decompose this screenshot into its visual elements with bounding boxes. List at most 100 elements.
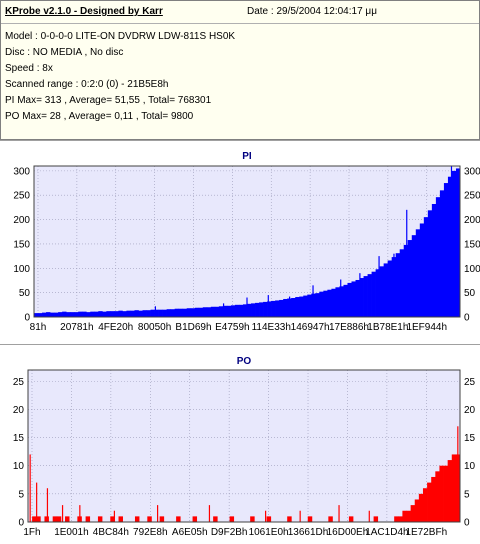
pi-y-tick-label-left: 200 [13,215,30,226]
pi-y-tick-label-right: 200 [464,215,480,226]
pi-bar [351,281,356,317]
po-x-tick-label: 1AC1D4h [365,527,408,538]
po-y-tick-label-left: 15 [13,433,25,444]
po-x-tick-label: A6E05h [172,527,208,538]
scan-date: Date : 29/5/2004 12:04:17 μμ [247,6,377,17]
pi-bar [315,293,320,317]
po-bar [435,471,440,522]
pi-bar [283,298,288,317]
pi-bar [407,240,413,317]
po-bar [36,516,41,522]
pi-bar [347,282,352,317]
pi-bar [443,183,449,317]
po-bar [266,516,272,522]
pi-bar [82,311,87,317]
po-x-tick-label: 13661Dh [288,527,329,538]
pi-bar [419,223,425,317]
po-bar [348,516,354,522]
pi-bar [435,197,441,317]
po-y-tick-label-left: 20 [13,405,25,416]
po-bar [406,510,411,522]
po-bar [85,516,91,522]
po-bar [431,476,436,522]
pi-bar [94,311,99,317]
pi-bar [190,308,196,317]
po-bar [118,516,123,522]
po-x-tick-label: 4BC84h [93,527,129,538]
po-summary: PO Max= 28 , Average= 0,11 , Total= 9800 [5,111,194,122]
pi-bar [54,312,59,317]
pi-bar [114,311,119,317]
pi-bar [134,310,139,317]
pi-y-tick-label-right: 100 [464,264,480,275]
pi-y-tick-label-left: 50 [19,288,31,299]
po-bar [176,516,181,522]
pi-bar [238,304,244,317]
pi-x-tick-label: 4FE20h [98,322,133,333]
po-bar [410,505,416,522]
po-y-tick-label-right: 10 [464,461,476,472]
pi-plot-border [33,165,461,318]
scan-info-panel: KProbe v2.1.0 - Designed by Karr Date : … [0,0,480,140]
pi-chart-title: PI [242,151,252,162]
pi-bar [126,310,131,317]
po-bar [398,516,403,522]
pi-bar [202,307,208,317]
pi-bar [295,297,300,317]
po-y-tick-label-right: 15 [464,433,476,444]
pi-bar [210,306,216,317]
po-bar [402,510,407,522]
pi-bar [323,290,328,317]
pi-bar [327,289,332,317]
header-divider [1,23,479,24]
po-bar [439,465,444,522]
po-bar [159,516,165,522]
pi-bar [455,168,461,317]
pi-bar [299,296,304,317]
pi-bar [263,301,268,317]
scanned-range: Scanned range : 0:2:0 (0) - 21B5E8h [5,79,169,90]
pi-x-tick-label: 80050h [138,322,171,333]
pi-bar [122,311,127,317]
pi-bar [271,300,276,317]
pi-bar [198,307,204,317]
pi-series [34,166,461,317]
pi-bar [411,235,417,317]
po-bar [52,516,58,522]
po-bar [394,516,399,522]
pi-bar [90,311,95,317]
po-bar [213,516,218,522]
pi-y-tick-label-left: 250 [13,191,30,202]
pi-bar [46,312,51,317]
pi-bar [275,300,280,317]
po-bar [328,516,333,522]
pi-y-tick-label-left: 100 [13,264,30,275]
po-bar [427,482,432,522]
pi-bar [251,303,256,317]
pi-bar [226,305,232,317]
pi-bar [363,276,368,317]
app-title: KProbe v2.1.0 - Designed by Karr [5,6,163,17]
pi-x-tick-label: 1EF944h [406,322,447,333]
po-chart-panel: PO 0 0 5 5 10 10 15 15 20 20 25 25 1Fh 1E001h 4BC84h 792… [0,344,480,544]
po-chart-title: PO [237,356,252,367]
pi-bar [150,309,155,317]
po-bar [65,516,70,522]
pi-bar [335,287,340,317]
pi-chart-panel: PI 0 0 50 50 100 100 150 150 200 200 250 250 300 300 81… [0,140,480,344]
pi-bar [399,249,405,317]
pi-bar [234,304,240,317]
pi-bar [118,310,123,317]
pi-x-tick-label: 146947h [291,322,330,333]
po-x-tick-label: 16D00Eh [327,527,369,538]
pi-bar [50,312,55,317]
po-bar [97,516,103,522]
po-y-tick-label-left: 10 [13,461,25,472]
pi-bar [110,311,115,317]
pi-bar [142,310,147,317]
pi-bar [214,306,220,317]
pi-bar [174,308,180,317]
pi-bar [62,311,67,317]
po-bar [447,460,453,522]
pi-bar [415,229,421,317]
